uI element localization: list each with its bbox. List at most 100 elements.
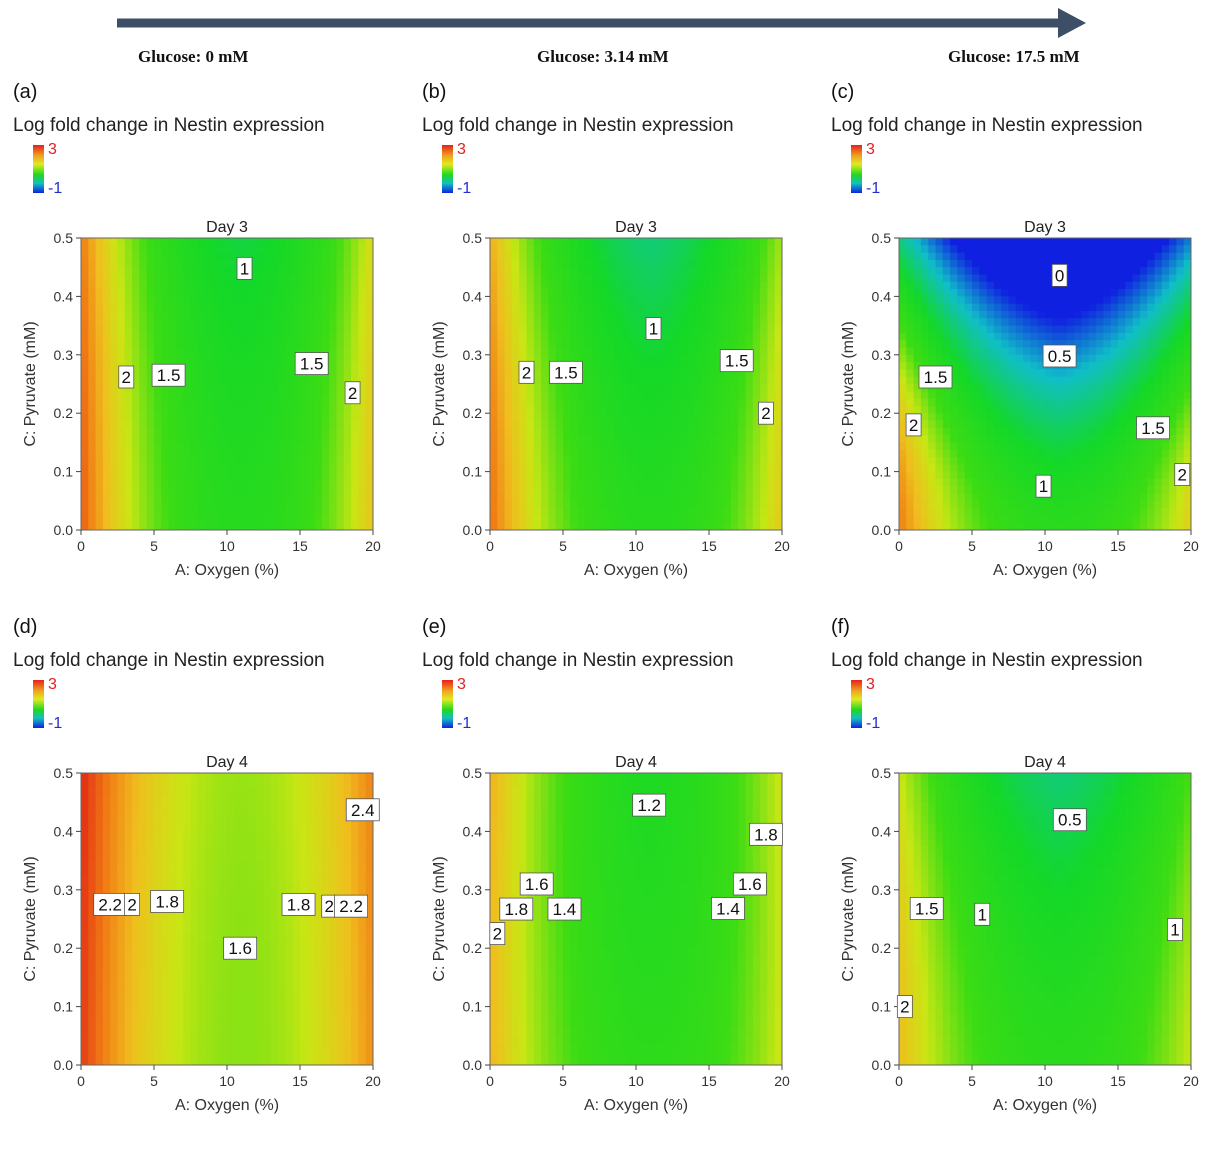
heat-cell (366, 245, 374, 253)
heat-cell (643, 399, 651, 407)
heat-cell (125, 494, 133, 502)
heat-cell (329, 406, 337, 414)
heat-cell (322, 450, 330, 458)
heat-cell (527, 304, 535, 312)
heat-cell (541, 304, 549, 312)
heat-cell (541, 311, 549, 319)
heat-cell (1118, 494, 1126, 502)
heat-cell (585, 238, 593, 246)
heat-cell (154, 450, 162, 458)
heat-cell (746, 464, 754, 472)
heat-cell (1082, 464, 1090, 472)
heat-cell (1016, 260, 1024, 268)
heat-cell (1176, 267, 1184, 275)
heat-cell (1096, 245, 1104, 253)
heat-cell (585, 245, 593, 253)
heat-cell (621, 355, 629, 363)
heat-cell (285, 435, 293, 443)
heat-cell (1118, 508, 1126, 516)
heat-cell (118, 450, 126, 458)
heat-cell (205, 304, 213, 312)
heat-cell (716, 494, 724, 502)
heat-cell (767, 479, 775, 487)
heat-cell (753, 384, 761, 392)
heat-cell (519, 406, 527, 414)
heat-cell (1169, 406, 1177, 414)
heat-cell (1045, 245, 1053, 253)
heat-cell (300, 333, 308, 341)
heat-cell (527, 296, 535, 304)
heat-cell (322, 457, 330, 465)
heat-cell (1038, 275, 1046, 283)
heat-cell (767, 435, 775, 443)
heat-cell (534, 348, 542, 356)
heat-cell (731, 326, 739, 334)
heat-cell (110, 450, 118, 458)
heat-cell (592, 304, 600, 312)
heat-cell (1060, 238, 1068, 246)
heat-cell (1147, 260, 1155, 268)
heat-cell (957, 245, 965, 253)
heat-cell (1155, 464, 1163, 472)
heat-cell (957, 501, 965, 509)
x-tick-label: 15 (1110, 538, 1126, 554)
heat-cell (1023, 523, 1031, 531)
heat-cell (139, 399, 147, 407)
heat-cell (534, 391, 542, 399)
heat-cell (249, 464, 257, 472)
heat-cell (205, 267, 213, 275)
heat-cell (570, 515, 578, 523)
heat-cell (899, 479, 907, 487)
heat-cell (278, 318, 286, 326)
heat-cell (1176, 355, 1184, 363)
heat-cell (191, 464, 199, 472)
heat-cell (96, 267, 104, 275)
heat-cell (88, 245, 96, 253)
heat-cell (1067, 486, 1075, 494)
heat-cell (271, 253, 279, 261)
heat-cell (709, 494, 717, 502)
heat-cell (1118, 362, 1126, 370)
heat-cell (1038, 406, 1046, 414)
heat-cell (132, 355, 140, 363)
heat-cell (643, 472, 651, 480)
heat-cell (220, 399, 228, 407)
heat-cell (636, 377, 644, 385)
heat-cell (687, 442, 695, 450)
contour-label: 0.5 (1043, 345, 1076, 367)
heat-cell (921, 413, 929, 421)
heat-cell (760, 501, 768, 509)
heat-cell (1176, 289, 1184, 297)
heat-cell (337, 289, 345, 297)
heat-cell (249, 326, 257, 334)
heat-cell (1082, 435, 1090, 443)
heat-cell (1001, 501, 1009, 509)
heat-cell (972, 515, 980, 523)
heat-cell (234, 523, 242, 531)
heat-cell (643, 362, 651, 370)
heat-cell (570, 340, 578, 348)
heat-cell (81, 1058, 89, 1066)
heat-cell (1162, 326, 1170, 334)
heat-cell (191, 296, 199, 304)
heat-cell (285, 245, 293, 253)
heat-cell (88, 442, 96, 450)
heat-cell (81, 853, 89, 861)
heat-cell (1140, 479, 1148, 487)
heat-cell (191, 515, 199, 523)
heat-cell (673, 238, 681, 246)
heat-cell (1096, 384, 1104, 392)
heat-cell (154, 260, 162, 268)
heat-cell (249, 318, 257, 326)
heat-cell (118, 508, 126, 516)
heat-cell (563, 253, 571, 261)
heat-cell (271, 333, 279, 341)
heat-cell (614, 384, 622, 392)
heat-cell (709, 340, 717, 348)
heat-cell (212, 472, 220, 480)
heat-cell (1089, 238, 1097, 246)
heat-cell (541, 421, 549, 429)
heat-cell (234, 442, 242, 450)
heat-cell (673, 457, 681, 465)
heat-cell (760, 296, 768, 304)
